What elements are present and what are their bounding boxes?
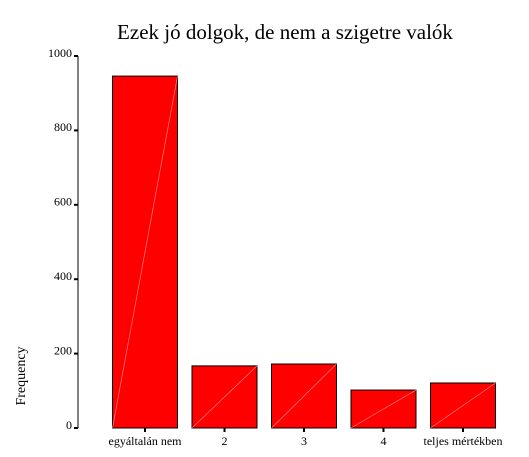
bar-shade bbox=[430, 382, 496, 429]
y-axis-label: Frequency bbox=[14, 346, 29, 405]
chart-title: Ezek jó dolgok, de nem a szigetre valók bbox=[117, 20, 453, 44]
y-tick-label: 0 bbox=[66, 418, 72, 432]
x-tick-label: 3 bbox=[301, 434, 307, 448]
y-tick-label: 1000 bbox=[48, 46, 72, 60]
y-tick-label: 200 bbox=[54, 343, 72, 357]
x-tick-label: 2 bbox=[222, 434, 228, 448]
bar-shade bbox=[350, 389, 417, 429]
bar-shade bbox=[112, 76, 178, 429]
x-tick-label: egyáltalán nem bbox=[109, 434, 183, 448]
bar-shade bbox=[191, 365, 258, 429]
bar-shade bbox=[271, 363, 337, 429]
y-tick-label: 800 bbox=[54, 120, 72, 134]
y-tick-label: 400 bbox=[54, 269, 72, 283]
x-tick-label: 4 bbox=[381, 434, 387, 448]
y-tick-label: 600 bbox=[54, 195, 72, 209]
x-tick-label: teljes mértékben bbox=[424, 434, 503, 448]
